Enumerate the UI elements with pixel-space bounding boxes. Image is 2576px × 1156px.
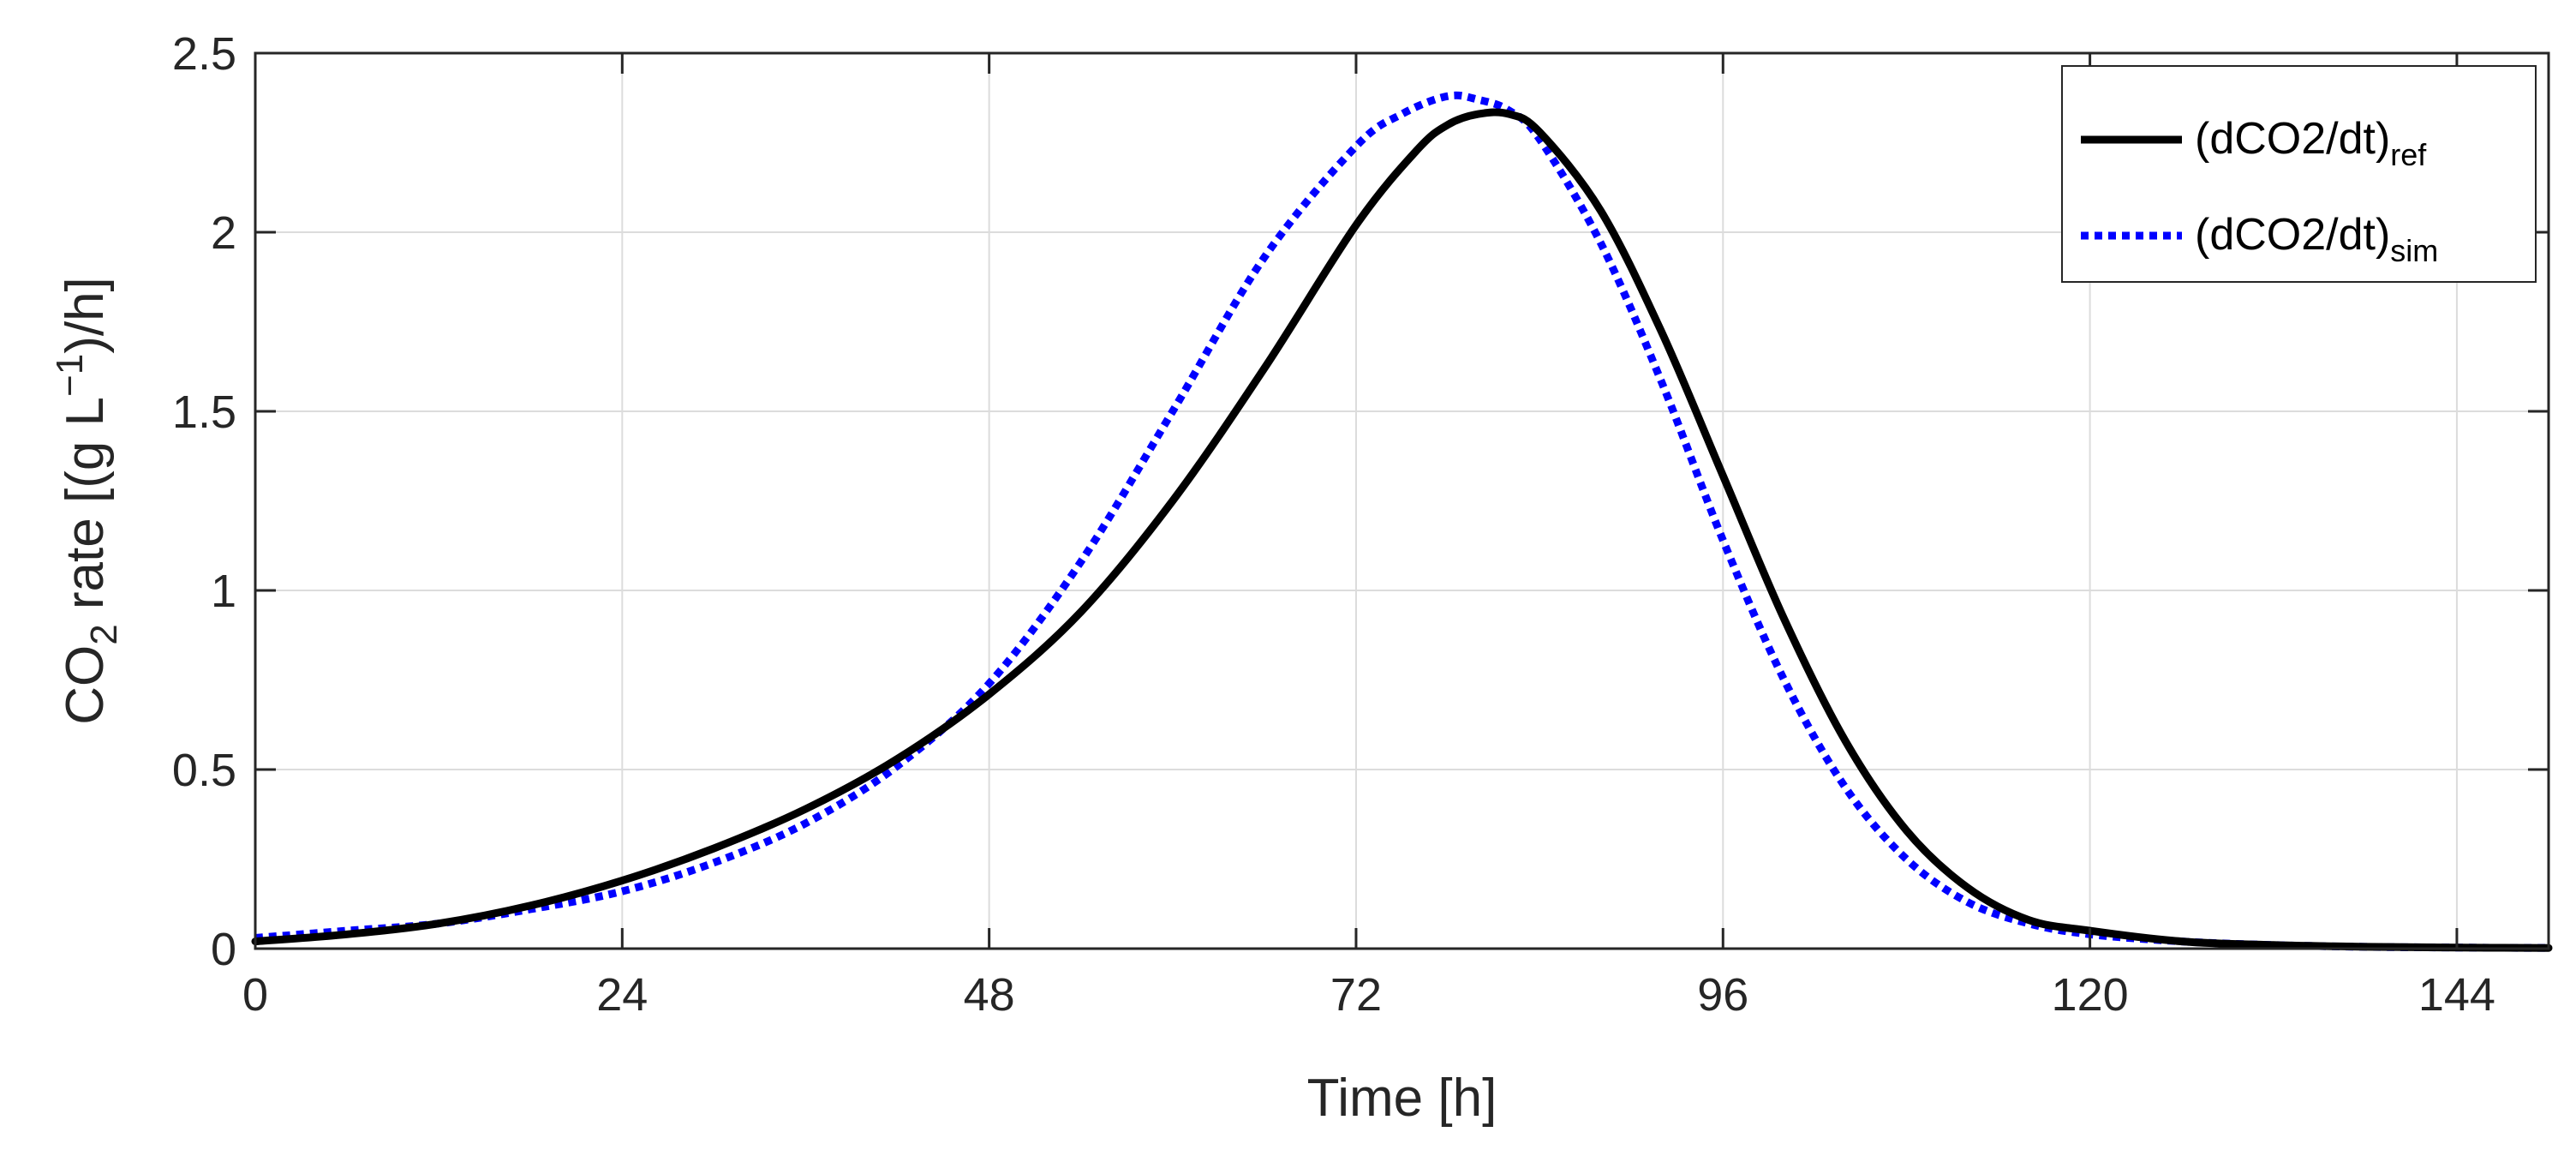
x-tick-label-120: 120 [2052, 969, 2129, 1021]
y-axis-label: CO2 rate [(g L−1)/h] [49, 277, 125, 725]
axis-ticks: 0 24 48 72 96 120 144 0 0.5 1 1.5 2 2.5 [172, 28, 2549, 1021]
plot-area-frame [254, 51, 2550, 950]
x-axis-label: Time [h] [1307, 1069, 1497, 1128]
y-axis-label-prefix: CO [56, 645, 115, 725]
y-axis-label-suffix: )/h] [56, 277, 115, 354]
x-tick-label-48: 48 [964, 969, 1015, 1021]
legend-label-ref-main: (dCO2/dt) [2195, 114, 2390, 164]
legend: (dCO2/dt)ref (dCO2/dt)sim [2061, 65, 2537, 283]
series-line-ref [251, 108, 2553, 952]
y-tick-label-0: 0 [211, 924, 236, 975]
y-tick-label-2: 2 [211, 207, 236, 259]
x-tick-label-144: 144 [2418, 969, 2495, 1021]
y-axis-label-middle: rate [(g L [56, 397, 115, 624]
x-tick-label-0: 0 [242, 969, 268, 1021]
x-tick-label-24: 24 [596, 969, 648, 1021]
y-tick-label-1: 1 [211, 566, 236, 617]
y-tick-label-0.5: 0.5 [172, 745, 236, 796]
x-tick-label-72: 72 [1330, 969, 1382, 1021]
y-tick-label-1.5: 1.5 [172, 386, 236, 438]
plot-series [251, 91, 2553, 952]
y-tick-label-2.5: 2.5 [172, 28, 236, 80]
y-axis-label-superscript: −1 [49, 354, 91, 397]
y-axis-label-subscript: 2 [83, 624, 125, 644]
legend-label-ref: (dCO2/dt)ref [2195, 114, 2427, 172]
legend-label-sim-sub: sim [2390, 233, 2438, 268]
series-line-sim [254, 91, 2549, 952]
legend-box [2061, 65, 2537, 283]
legend-label-sim-main: (dCO2/dt) [2195, 210, 2390, 260]
x-tick-label-96: 96 [1697, 969, 1748, 1021]
legend-label-sim: (dCO2/dt)sim [2195, 210, 2438, 268]
legend-label-ref-sub: ref [2390, 137, 2427, 172]
